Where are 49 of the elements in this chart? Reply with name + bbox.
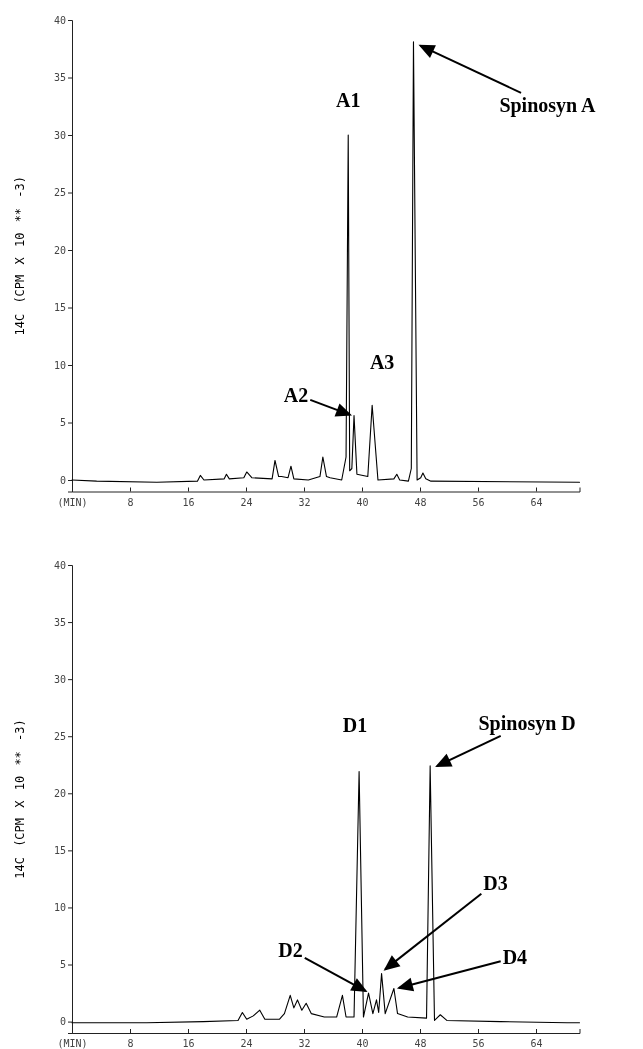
y-axis-title: 14C (CPM X 10 ** -3) xyxy=(13,176,27,336)
y-tick-label: 15 xyxy=(53,302,66,314)
x-tick-label: 8 xyxy=(127,496,134,508)
y-tick-label: 25 xyxy=(53,730,66,742)
x-tick-label: 56 xyxy=(472,496,485,508)
x-tick-label: 32 xyxy=(298,1038,311,1049)
y-tick-label: 5 xyxy=(59,959,66,971)
x-tick-label: (MIN) xyxy=(57,496,88,508)
x-tick-label: 24 xyxy=(240,496,253,508)
annotation: A3 xyxy=(369,351,395,374)
y-tick-label: 20 xyxy=(53,244,66,256)
annotation: D4 xyxy=(502,946,528,969)
y-tick-label: 0 xyxy=(59,1016,66,1028)
y-tick-label: 35 xyxy=(53,72,66,84)
x-tick-label: 40 xyxy=(356,496,369,508)
x-tick-label: 48 xyxy=(414,496,427,508)
x-tick-label: 64 xyxy=(530,1038,543,1049)
y-tick-label: 5 xyxy=(59,417,66,429)
x-tick-label: 16 xyxy=(182,1038,195,1049)
y-tick-label: 40 xyxy=(53,559,66,571)
x-tick-label: 40 xyxy=(356,1038,369,1049)
line-series xyxy=(71,41,581,483)
y-tick-label: 20 xyxy=(53,787,66,799)
y-tick-label: 10 xyxy=(53,359,66,371)
annotation: D3 xyxy=(483,871,508,894)
annotation: D2 xyxy=(278,939,303,962)
x-tick-label: 8 xyxy=(127,1038,134,1049)
y-tick-label: 10 xyxy=(53,902,66,914)
x-tick-label: 56 xyxy=(472,1038,485,1049)
annotation: Spinosyn D xyxy=(478,711,576,735)
x-tick-label: 16 xyxy=(182,496,195,508)
y-tick-label: 0 xyxy=(59,474,66,486)
x-tick-label: 48 xyxy=(414,1038,427,1049)
annotation: A1 xyxy=(336,89,361,111)
annotation: Spinosyn A xyxy=(499,93,597,117)
x-tick-label: 32 xyxy=(298,496,311,508)
y-tick-label: 30 xyxy=(53,129,66,141)
line-series xyxy=(71,765,581,1024)
annotation: A2 xyxy=(283,383,309,406)
x-tick-label: 24 xyxy=(240,1038,253,1049)
y-axis-title: 14C (CPM X 10 ** -3) xyxy=(13,719,27,879)
y-tick-label: 40 xyxy=(53,14,66,26)
x-tick-label: (MIN) xyxy=(57,1038,88,1049)
y-tick-label: 30 xyxy=(53,673,66,685)
y-tick-label: 15 xyxy=(53,845,66,857)
y-tick-label: 35 xyxy=(53,616,66,628)
y-tick-label: 25 xyxy=(53,187,66,199)
annotation: D1 xyxy=(342,713,368,736)
x-tick-label: 64 xyxy=(530,496,543,508)
